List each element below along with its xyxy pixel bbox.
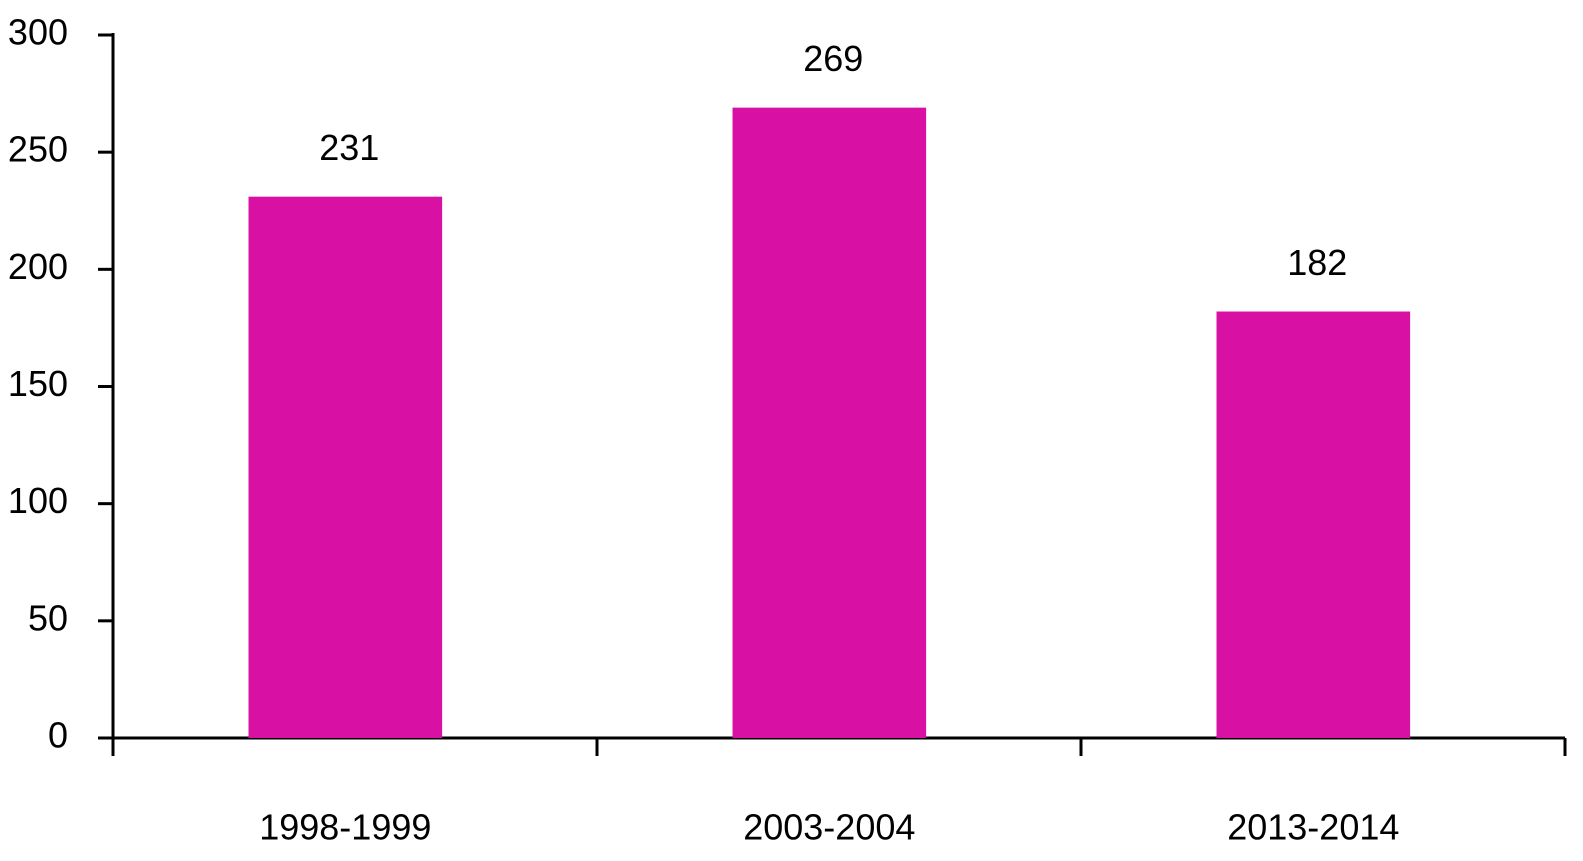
value-label: 182 <box>1287 242 1347 283</box>
y-tick-label: 50 <box>28 597 68 638</box>
bar <box>248 196 443 738</box>
value-label: 269 <box>803 38 863 79</box>
y-tick-label: 250 <box>8 129 68 170</box>
y-tick-label: 300 <box>8 12 68 53</box>
x-tick-label: 1998-1999 <box>259 807 431 848</box>
y-tick-label: 200 <box>8 246 68 287</box>
bar <box>1216 311 1411 738</box>
y-tick-label: 0 <box>48 715 68 756</box>
y-tick-label: 100 <box>8 480 68 521</box>
y-tick-label: 150 <box>8 363 68 404</box>
value-label: 231 <box>319 127 379 168</box>
x-tick-label: 2013-2014 <box>1227 807 1399 848</box>
bar <box>732 107 927 739</box>
x-tick-label: 2003-2004 <box>743 807 915 848</box>
